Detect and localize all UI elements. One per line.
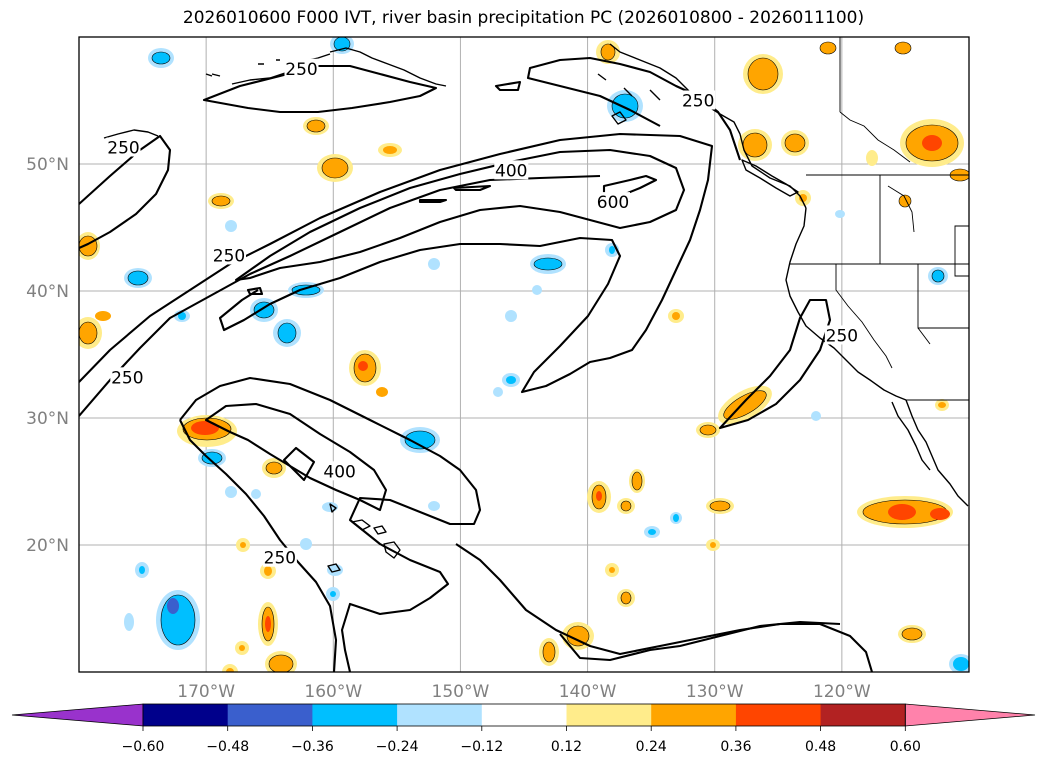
longitude-label: 150°W	[432, 682, 490, 702]
colorbar: −0.60 −0.48 −0.36 −0.24 −0.12 0.12 0.24 0.36 0.4…	[11, 703, 1036, 755]
ivt-contour-small-3	[494, 80, 522, 92]
colorbar-swatch	[735, 704, 822, 726]
latitude-label: 30°N	[26, 409, 69, 429]
colorbar-swatch	[227, 704, 313, 726]
contour-label-knockout	[284, 58, 319, 78]
ivt-contour-250-west	[79, 134, 172, 249]
ivt-contour-labels: 250 250 250 250 250 250 250 400 400 600	[106, 58, 859, 569]
colorbar-swatches	[11, 703, 1036, 727]
ivt-contour-label: 250	[111, 368, 143, 388]
colorbar-tick-label: 0.24	[636, 739, 667, 755]
colorbar-tick-label: −0.36	[291, 739, 334, 755]
ivt-contour-400-south	[204, 402, 388, 512]
ivt-contour-label: 400	[495, 161, 527, 181]
ivt-contour-250-lower-right-2	[559, 620, 841, 662]
ivt-contour-label: 250	[826, 326, 858, 346]
colorbar-swatch	[143, 704, 229, 726]
colorbar-tick-label: 0.60	[890, 739, 921, 755]
ivt-contour-small-2	[418, 198, 448, 204]
contour-label-knockout	[681, 90, 716, 110]
ivt-contour-label: 250	[213, 246, 245, 266]
ivt-contour-label: 250	[264, 549, 296, 569]
colorbar-tick-label: 0.36	[720, 739, 751, 755]
map-title: 2026010600 F000 IVT, river basin precipi…	[182, 8, 865, 28]
contour-label-knockout	[262, 547, 297, 567]
latitude-label: 20°N	[26, 536, 69, 556]
longitude-label: 160°W	[304, 682, 362, 702]
ivt-contour-label: 400	[323, 462, 355, 482]
ivt-contour-label: 250	[107, 138, 139, 158]
ivt-contour-small-4	[246, 286, 264, 296]
colorbar-tick-label: −0.48	[206, 739, 249, 755]
ivt-contour-400	[234, 148, 686, 282]
ivt-contour-label: 250	[682, 92, 714, 112]
map-frame	[78, 36, 970, 673]
latitude-label: 50°N	[26, 155, 69, 175]
colorbar-swatch	[397, 704, 483, 726]
colorbar-swatch	[566, 704, 652, 726]
contour-label-knockout	[110, 367, 145, 387]
ivt-contour-label: 250	[285, 60, 317, 80]
ivt-contour-250-lower-right	[455, 543, 874, 672]
contour-label-knockout	[322, 461, 357, 481]
contour-label-knockout	[494, 160, 529, 180]
political-borders	[790, 37, 969, 401]
ivt-contour-250-main	[79, 132, 714, 394]
contour-label-knockout	[824, 325, 859, 345]
ivt-contour-250-east	[718, 298, 832, 430]
ivt-contour-250-south-inner	[179, 419, 338, 672]
negative-anomaly-blobs	[124, 37, 969, 672]
colorbar-tick-label: −0.24	[376, 739, 419, 755]
longitude-label: 140°W	[559, 682, 617, 702]
precip-pc-shading	[79, 37, 969, 672]
colorbar-extend-max	[904, 703, 1036, 727]
colorbar-tick-label: −0.12	[460, 739, 503, 755]
contour-label-knockout	[106, 137, 141, 157]
longitude-label: 170°W	[177, 682, 235, 702]
contour-label-knockout	[212, 245, 247, 265]
colorbar-tick-label: 0.48	[805, 739, 836, 755]
contour-label-knockout	[596, 192, 630, 212]
longitude-labels: 170°W 160°W 150°W 140°W 130°W 120°W	[177, 682, 871, 702]
colorbar-swatch	[481, 704, 567, 726]
colorbar-outline	[142, 703, 906, 727]
colorbar-swatch	[312, 704, 398, 726]
latitude-label: 40°N	[26, 282, 69, 302]
ivt-contours	[79, 56, 874, 672]
map-background	[79, 37, 969, 672]
ivt-contour-label: 600	[597, 193, 629, 213]
coastlines	[103, 43, 969, 573]
colorbar-extend-min	[11, 703, 144, 727]
colorbar-swatch	[820, 704, 906, 726]
ivt-contour-small-1	[452, 184, 492, 192]
latitude-labels: 50°N 40°N 30°N 20°N	[26, 155, 69, 556]
longitude-label: 120°W	[813, 682, 871, 702]
colorbar-swatch	[651, 704, 737, 726]
colorbar-labels: −0.60 −0.48 −0.36 −0.24 −0.12 0.12 0.24 0.36 0.4…	[122, 726, 921, 755]
colorbar-tick-label: 0.12	[551, 739, 582, 755]
ivt-contour-250-south	[179, 376, 482, 672]
colorbar-tick-label: −0.60	[122, 739, 165, 755]
longitude-label: 130°W	[686, 682, 744, 702]
ivt-contour-250-south-west	[79, 174, 601, 417]
ivt-contour-400-south-small	[282, 446, 316, 482]
